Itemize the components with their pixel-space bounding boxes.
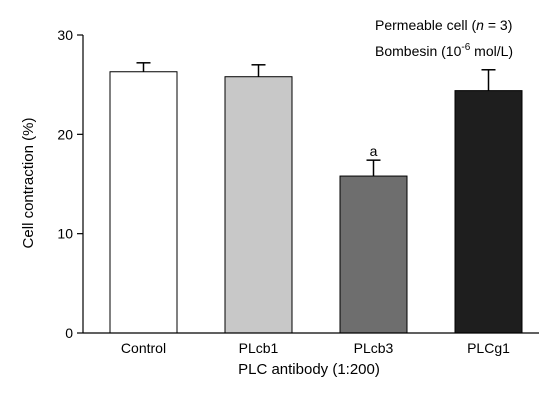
annotation-line-1: Permeable cell (n = 3) — [375, 17, 512, 33]
y-tick-label-30: 30 — [57, 27, 73, 43]
y-axis-title: Cell contraction (%) — [20, 118, 37, 249]
x-tick-label-plcg1: PLCg1 — [467, 340, 510, 356]
x-tick-label-plcb3: PLcb3 — [354, 340, 394, 356]
bar-control — [109, 71, 178, 334]
bar-plcg1 — [454, 90, 523, 334]
x-axis-title: PLC antibody (1:200) — [238, 361, 380, 378]
x-tick-label-control: Control — [121, 340, 166, 356]
annotation-line-2: Bombesin (10-6 mol/L) — [375, 42, 513, 59]
axes: Control PLcb1 PLcb3 PLCg1 0 10 20 30 — [57, 27, 539, 356]
plot-marks: a — [109, 62, 523, 334]
bar-plcb3 — [339, 175, 408, 334]
significance-plcb3: a — [370, 143, 378, 159]
y-tick-label-20: 20 — [57, 126, 73, 142]
y-tick-label-0: 0 — [65, 325, 73, 341]
bar-plcb1 — [224, 76, 293, 334]
y-tick-label-10: 10 — [57, 226, 73, 242]
x-tick-label-plcb1: PLcb1 — [239, 340, 279, 356]
